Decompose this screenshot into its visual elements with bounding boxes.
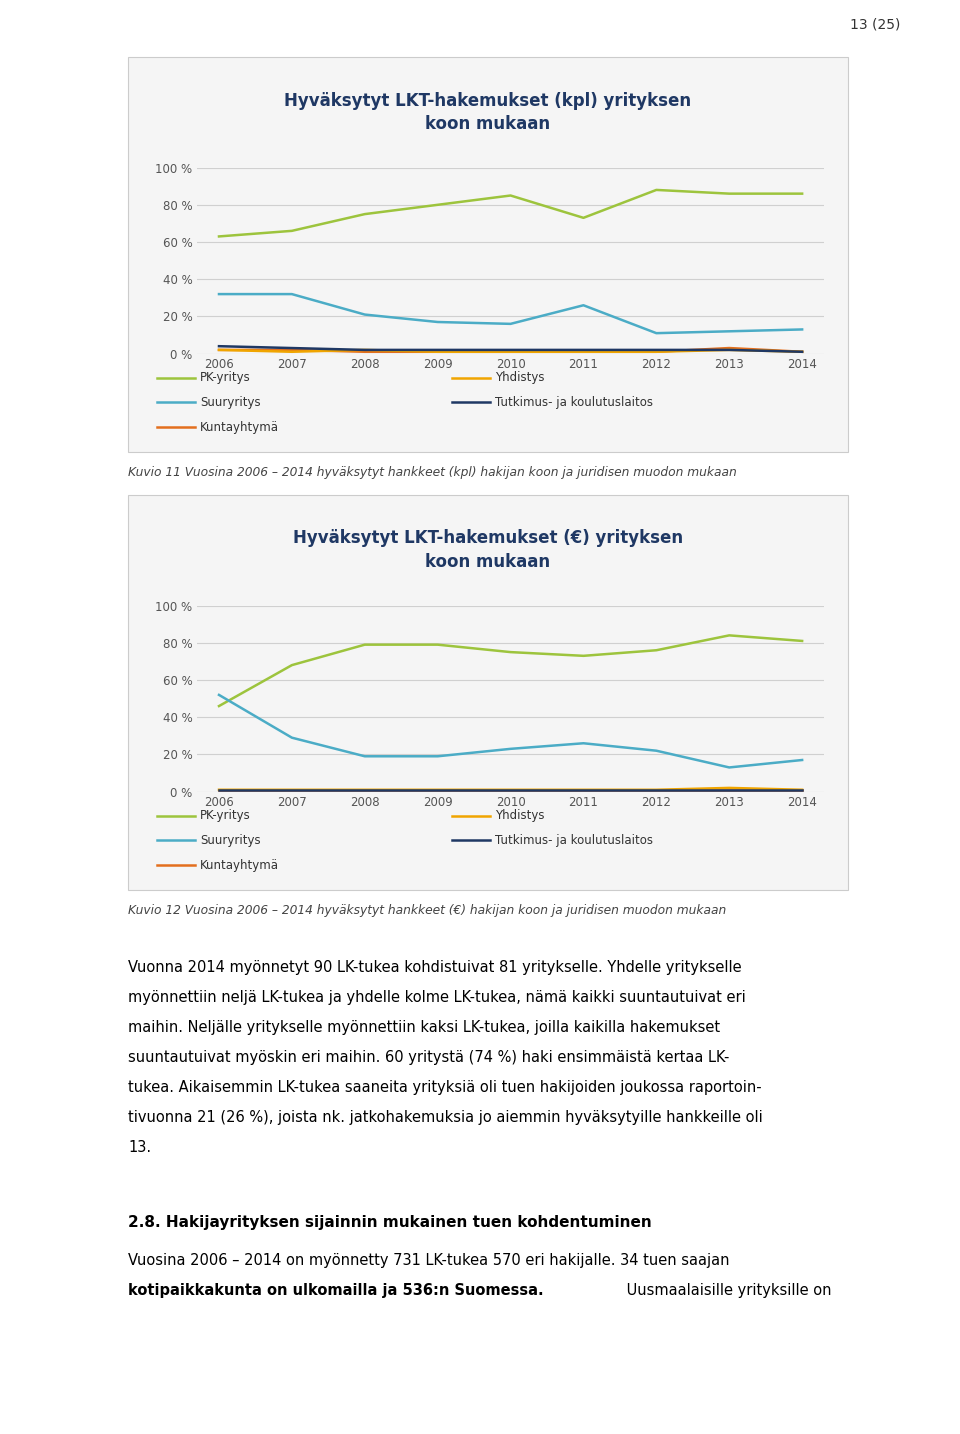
Text: myönnettiin neljä LK-tukea ja yhdelle kolme LK-tukea, nämä kaikki suuntautuivat : myönnettiin neljä LK-tukea ja yhdelle ko… <box>128 989 746 1005</box>
Text: maihin. Neljälle yritykselle myönnettiin kaksi LK-tukea, joilla kaikilla hakemuk: maihin. Neljälle yritykselle myönnettiin… <box>128 1020 720 1035</box>
Text: Suuryritys: Suuryritys <box>200 396 260 409</box>
Text: Yhdistys: Yhdistys <box>495 809 544 822</box>
Text: kotipaikkakunta on ulkomailla ja 536:n Suomessa.: kotipaikkakunta on ulkomailla ja 536:n S… <box>128 1283 543 1298</box>
Text: tukea. Aikaisemmin LK-tukea saaneita yrityksiä oli tuen hakijoiden joukossa rapo: tukea. Aikaisemmin LK-tukea saaneita yri… <box>128 1080 761 1096</box>
Text: 13 (25): 13 (25) <box>850 19 900 32</box>
Text: Hyväksytyt LKT-hakemukset (€) yrityksen
koon mukaan: Hyväksytyt LKT-hakemukset (€) yrityksen … <box>293 529 684 571</box>
Text: Yhdistys: Yhdistys <box>495 371 544 384</box>
Text: 13.: 13. <box>128 1140 151 1154</box>
Text: Uusmaalaisille yrityksille on: Uusmaalaisille yrityksille on <box>622 1283 832 1298</box>
Text: Vuosina 2006 – 2014 on myönnetty 731 LK-tukea 570 eri hakijalle. 34 tuen saajan: Vuosina 2006 – 2014 on myönnetty 731 LK-… <box>128 1253 730 1268</box>
Text: Kuntayhtymä: Kuntayhtymä <box>200 859 279 872</box>
Text: 2.8. Hakijayrityksen sijainnin mukainen tuen kohdentuminen: 2.8. Hakijayrityksen sijainnin mukainen … <box>128 1215 652 1230</box>
Text: Hyväksytyt LKT-hakemukset (kpl) yrityksen
koon mukaan: Hyväksytyt LKT-hakemukset (kpl) yritykse… <box>284 92 691 133</box>
Text: Tutkimus- ja koulutuslaitos: Tutkimus- ja koulutuslaitos <box>495 396 653 409</box>
Text: Tutkimus- ja koulutuslaitos: Tutkimus- ja koulutuslaitos <box>495 833 653 847</box>
Text: Kuntayhtymä: Kuntayhtymä <box>200 420 279 433</box>
Text: Vuonna 2014 myönnetyt 90 LK-tukea kohdistuivat 81 yritykselle. Yhdelle yrityksel: Vuonna 2014 myönnetyt 90 LK-tukea kohdis… <box>128 959 742 975</box>
Text: tivuonna 21 (26 %), joista nk. jatkohakemuksia jo aiemmin hyväksytyille hankkeil: tivuonna 21 (26 %), joista nk. jatkohake… <box>128 1110 763 1126</box>
Text: PK-yritys: PK-yritys <box>200 371 251 384</box>
Text: Suuryritys: Suuryritys <box>200 833 260 847</box>
Text: Kuvio 12 Vuosina 2006 – 2014 hyväksytyt hankkeet (€) hakijan koon ja juridisen m: Kuvio 12 Vuosina 2006 – 2014 hyväksytyt … <box>128 903 727 916</box>
Text: Kuvio 11 Vuosina 2006 – 2014 hyväksytyt hankkeet (kpl) hakijan koon ja juridisen: Kuvio 11 Vuosina 2006 – 2014 hyväksytyt … <box>128 466 736 479</box>
Text: PK-yritys: PK-yritys <box>200 809 251 822</box>
Text: suuntautuivat myöskin eri maihin. 60 yritystä (74 %) haki ensimmäistä kertaa LK-: suuntautuivat myöskin eri maihin. 60 yri… <box>128 1050 730 1065</box>
